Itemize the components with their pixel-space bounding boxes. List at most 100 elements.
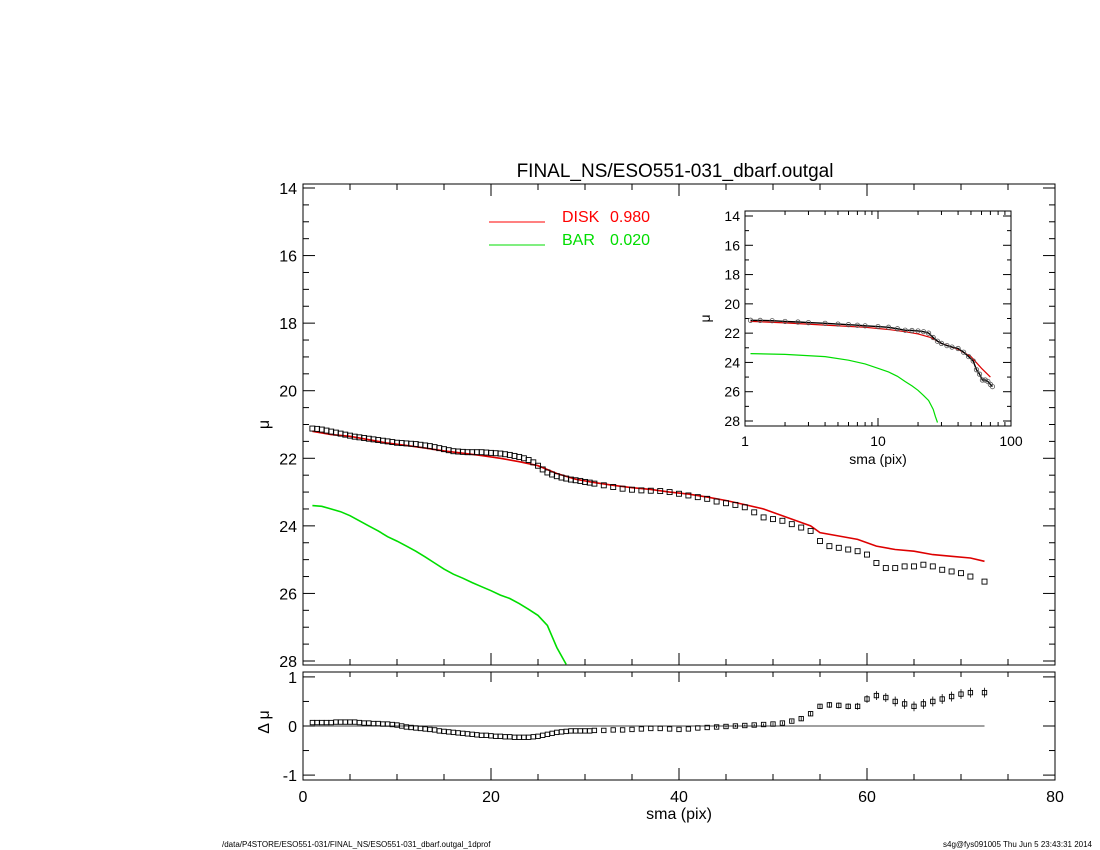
x-tick-label: 100 bbox=[999, 433, 1023, 449]
residual-point bbox=[328, 719, 334, 726]
residual-point bbox=[826, 702, 833, 708]
data-point bbox=[713, 498, 720, 505]
data-point bbox=[309, 425, 316, 432]
data-point bbox=[638, 487, 645, 494]
residual-point bbox=[817, 703, 823, 710]
residual-point bbox=[779, 720, 786, 726]
inset-data-point bbox=[976, 371, 983, 377]
bar-model-line bbox=[312, 504, 567, 665]
inset-data-point bbox=[909, 327, 915, 334]
residual-point bbox=[337, 719, 344, 725]
residual-point bbox=[314, 719, 320, 726]
inset-plot-frame bbox=[744, 210, 1012, 427]
residual-point bbox=[469, 731, 475, 737]
residual-point bbox=[544, 731, 551, 737]
inset-data-point bbox=[934, 338, 941, 344]
inset-data-point bbox=[970, 358, 976, 364]
inset-data-point bbox=[973, 367, 980, 373]
residual-point bbox=[582, 728, 588, 734]
residual-point bbox=[760, 721, 767, 728]
residual-point bbox=[854, 703, 861, 710]
residual-point bbox=[638, 726, 645, 732]
data-point bbox=[920, 561, 927, 568]
data-point bbox=[835, 544, 842, 551]
y-tick-label: 26 bbox=[279, 586, 297, 603]
data-point bbox=[600, 482, 607, 489]
residual-point bbox=[366, 720, 372, 726]
y-tick-label: 28 bbox=[724, 413, 740, 429]
legend-value: 0.020 bbox=[610, 232, 650, 249]
residual-point bbox=[521, 734, 527, 740]
data-point bbox=[967, 573, 974, 580]
residual-point bbox=[413, 725, 419, 731]
residual-point bbox=[384, 721, 391, 727]
residual-point bbox=[380, 721, 386, 727]
residual-point bbox=[375, 720, 381, 727]
residual-point bbox=[497, 733, 504, 739]
inset-data-point bbox=[757, 317, 763, 324]
residual-point bbox=[342, 719, 348, 725]
inset-observed-line bbox=[750, 319, 993, 388]
inset-data-point bbox=[835, 321, 841, 327]
legend-label: DISK bbox=[562, 209, 600, 226]
residual-point bbox=[591, 727, 598, 734]
y-tick-label: 0 bbox=[288, 719, 297, 736]
residual-point bbox=[751, 722, 757, 728]
inset-data-point bbox=[805, 319, 812, 326]
data-point bbox=[788, 521, 795, 528]
residual-point bbox=[483, 732, 489, 738]
residual-point bbox=[530, 734, 536, 740]
inset-bar-line bbox=[750, 353, 939, 423]
inset-data-point bbox=[960, 349, 967, 355]
footer-path: /data/P4STORE/ESO551-031/FINAL_NS/ESO551… bbox=[222, 840, 491, 849]
inset-data-point bbox=[795, 319, 801, 325]
y-tick-label: 14 bbox=[724, 208, 740, 224]
y-axis-label: μ bbox=[256, 420, 273, 429]
residual-point bbox=[563, 728, 569, 735]
inset-data-point bbox=[949, 344, 955, 350]
residual-point bbox=[864, 696, 870, 702]
residual-point bbox=[572, 728, 579, 734]
data-point bbox=[798, 524, 805, 531]
y-tick-label: 20 bbox=[279, 384, 297, 401]
residual-point bbox=[807, 711, 814, 717]
residual-point bbox=[798, 715, 804, 722]
residual-point bbox=[958, 691, 964, 697]
residual-point bbox=[493, 733, 499, 739]
y-tick-label: -1 bbox=[283, 768, 297, 785]
residual-point bbox=[558, 729, 565, 735]
inset-data-point bbox=[944, 342, 950, 349]
inset-data-point bbox=[920, 329, 927, 335]
y-tick-label: 18 bbox=[724, 267, 740, 283]
residual-point bbox=[981, 689, 988, 696]
y-tick-label: 16 bbox=[279, 249, 297, 266]
inset-data-point bbox=[769, 318, 775, 324]
data-point bbox=[323, 427, 330, 434]
legend-label: BAR bbox=[562, 232, 595, 249]
inset-data-point bbox=[930, 334, 936, 341]
data-point bbox=[911, 563, 917, 570]
data-point bbox=[535, 462, 541, 469]
inset-data-point bbox=[875, 323, 881, 330]
inset-y-axis-label: μ bbox=[697, 314, 713, 322]
residual-point bbox=[333, 719, 339, 725]
inset-data-point bbox=[982, 377, 988, 383]
y-axis-label: Δ μ bbox=[256, 710, 273, 733]
inset-data-point bbox=[985, 378, 991, 385]
residual-point bbox=[403, 724, 410, 730]
residual-point bbox=[873, 692, 880, 699]
data-point bbox=[929, 563, 936, 570]
residual-point bbox=[549, 730, 555, 737]
inset-data-point bbox=[915, 328, 921, 334]
residual-point bbox=[568, 728, 574, 734]
data-point bbox=[779, 517, 786, 524]
data-point bbox=[939, 566, 946, 573]
residual-point bbox=[356, 719, 363, 726]
residual-point bbox=[836, 702, 842, 709]
main-plot-area bbox=[309, 425, 988, 665]
data-point bbox=[647, 487, 654, 494]
data-point bbox=[676, 490, 682, 497]
y-tick-label: 28 bbox=[279, 654, 297, 671]
footer-stamp: s4g@fys091005 Thu Jun 5 23:43:31 2014 bbox=[943, 840, 1092, 849]
